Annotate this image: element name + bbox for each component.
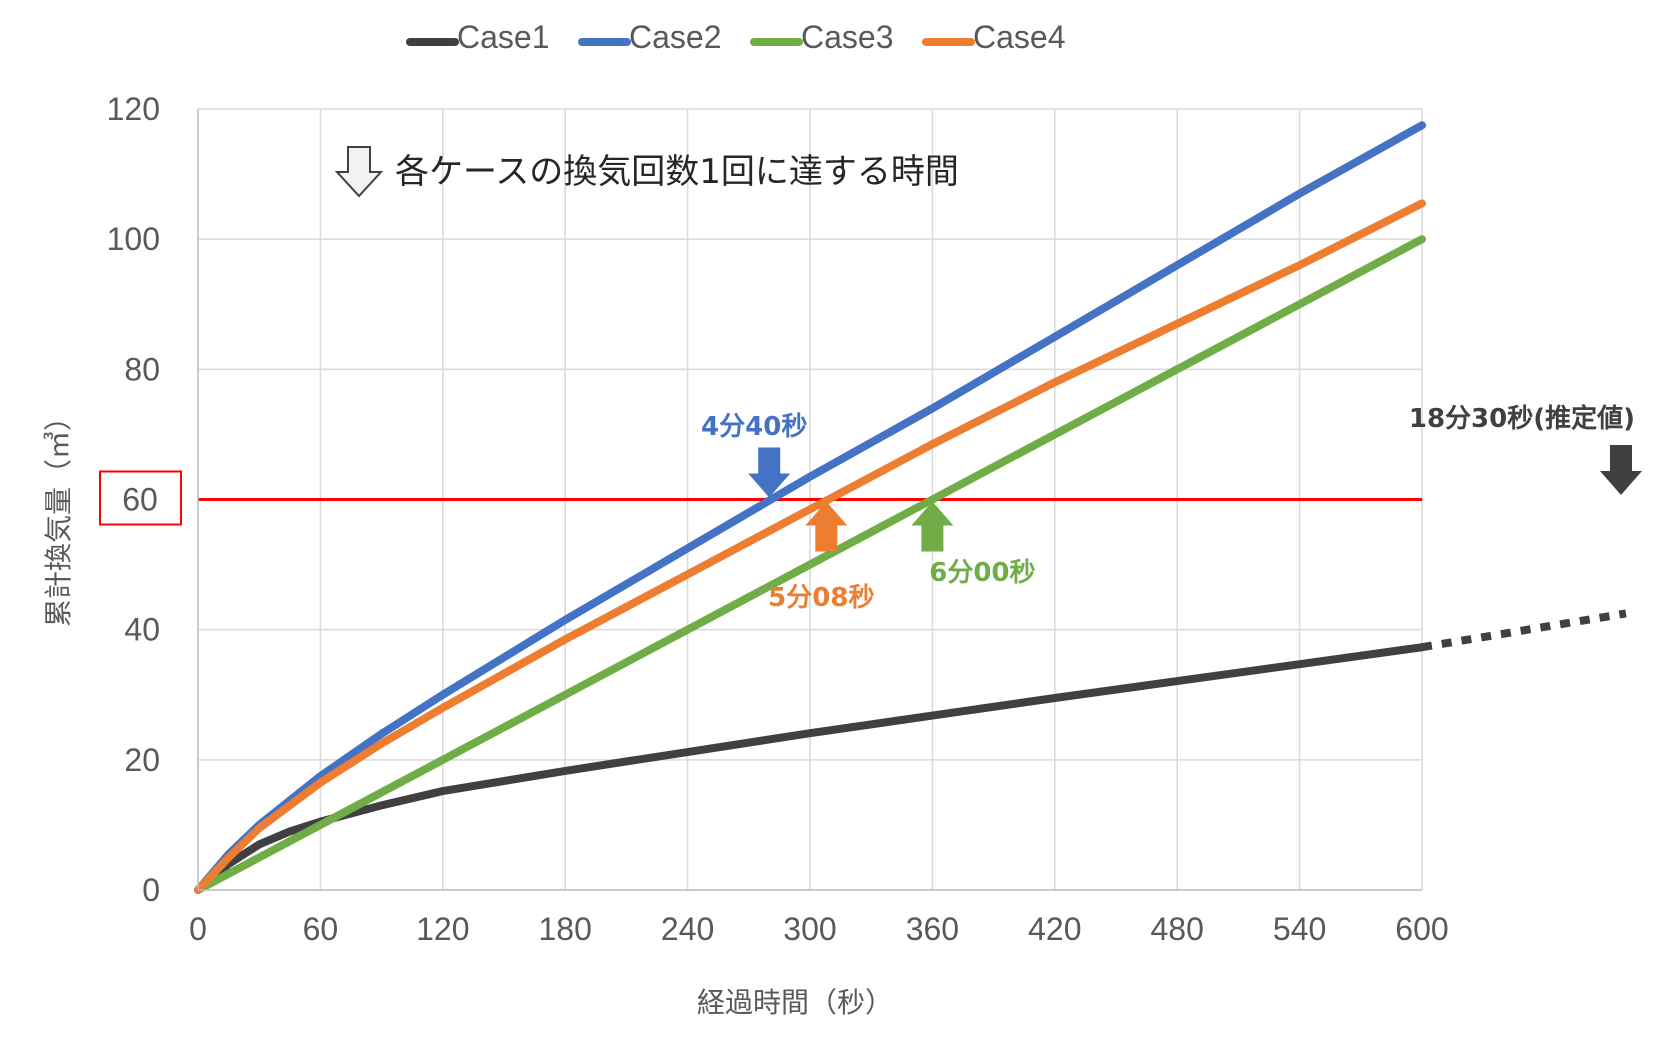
- y-tick-label: 0: [142, 872, 160, 908]
- y-tick-label: 20: [124, 742, 160, 778]
- legend: Case1 Case2 Case3 Case4: [406, 19, 1066, 55]
- x-tick-label: 420: [1028, 911, 1081, 947]
- axes: [197, 109, 1422, 891]
- x-tick-label: 120: [416, 911, 469, 947]
- annotation-arrow-up-icon: [911, 501, 954, 552]
- annotation-label: 4分40秒: [701, 412, 807, 442]
- x-tick-label: 180: [539, 911, 592, 947]
- x-tick-label: 0: [189, 911, 207, 947]
- y-tick-label: 40: [124, 612, 160, 648]
- y-tick-label: 120: [107, 91, 160, 127]
- annotation-arrow-down-icon: [1600, 445, 1642, 495]
- series-line-case3: [194, 235, 1426, 894]
- threshold-label-box: [99, 470, 182, 526]
- x-tick-label: 360: [906, 911, 959, 947]
- annotation-label: 5分08秒: [768, 583, 874, 613]
- x-tick-label: 480: [1151, 911, 1204, 947]
- legend-label-case1: Case1: [457, 19, 550, 55]
- x-tick-label: 540: [1273, 911, 1326, 947]
- y-tick-label: 100: [107, 221, 160, 257]
- annotation-arrow-down-icon: [748, 447, 791, 498]
- series-extrapolation-case1: [1421, 609, 1627, 652]
- threshold-label: 60: [122, 482, 158, 518]
- note-box: 各ケースの換気回数1回に達する時間: [334, 146, 959, 198]
- series-line-case4: [194, 199, 1426, 894]
- y-tick-label: 80: [124, 351, 160, 387]
- legend-label-case3: Case3: [801, 19, 894, 55]
- annotations: 4分40秒 5分08秒 6分00秒 18分30秒(推定値): [701, 403, 1642, 613]
- annotation-arrow-up-icon: [805, 501, 848, 552]
- x-tick-label: 600: [1395, 911, 1448, 947]
- series-lines: [194, 121, 1627, 894]
- threshold-line: 60: [99, 470, 1422, 526]
- x-axis-title: 経過時間（秒）: [697, 986, 893, 1019]
- tick-labels: 0 60 120 180 240 300 360 420 480 540 600 0 20 40 60 80 1…: [107, 91, 1449, 947]
- series-line-case1: [194, 643, 1426, 894]
- x-tick-label: 60: [303, 911, 339, 947]
- legend-label-case4: Case4: [973, 19, 1066, 55]
- note-arrow-icon: [334, 146, 384, 198]
- annotation-label: 6分00秒: [929, 558, 1035, 588]
- x-tick-label: 300: [783, 911, 836, 947]
- y-axis-title: 累計換気量（㎥）: [42, 403, 75, 627]
- note-text: 各ケースの換気回数1回に達する時間: [395, 152, 959, 192]
- legend-label-case2: Case2: [629, 19, 722, 55]
- annotation-label: 18分30秒(推定値): [1409, 403, 1635, 434]
- x-tick-label: 240: [661, 911, 714, 947]
